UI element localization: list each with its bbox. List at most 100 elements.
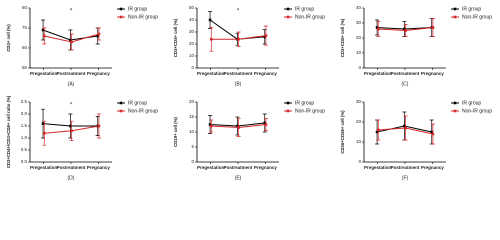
legend-marker xyxy=(286,101,290,105)
annotation: * xyxy=(70,103,73,109)
y-tick-label: 0 xyxy=(358,65,361,70)
y-tick-label: 20 xyxy=(356,119,362,124)
x-tick-label: Pregnancy xyxy=(421,71,445,76)
x-tick-label: Pregestation xyxy=(197,71,225,76)
y-tick-label: 60 xyxy=(22,45,28,50)
point xyxy=(42,131,46,135)
legend-label: IR group xyxy=(462,100,481,106)
point xyxy=(237,37,240,41)
x-tick-label: Pregnancy xyxy=(87,165,111,170)
point xyxy=(404,126,407,130)
legend-label: IR group xyxy=(128,6,147,12)
y-tick-label: 20 xyxy=(189,99,195,104)
point xyxy=(431,132,435,136)
x-tick-label: Pregnancy xyxy=(254,165,278,170)
point xyxy=(430,130,434,134)
legend-label: Non-IR group xyxy=(128,14,158,20)
y-tick-label: 30 xyxy=(356,99,362,104)
y-tick-label: 50 xyxy=(189,5,195,10)
legend-marker xyxy=(286,15,290,19)
x-tick-label: Postreatment xyxy=(391,71,420,76)
y-tick-label: 10 xyxy=(189,53,195,58)
point xyxy=(376,27,380,31)
legend-marker xyxy=(286,7,290,11)
point xyxy=(376,128,380,132)
x-tick-label: Postreatment xyxy=(224,71,253,76)
point xyxy=(403,124,406,128)
y-tick-label: 2.0 xyxy=(21,111,28,116)
legend-label: Non-IR group xyxy=(462,14,492,20)
y-tick-label: 0 xyxy=(358,159,361,164)
y-axis-label: CD3+CD8+ cell (%) xyxy=(340,18,345,57)
legend-marker xyxy=(119,101,123,105)
panel-label: (F) xyxy=(402,175,409,181)
y-tick-label: 40 xyxy=(189,17,195,22)
panel: 0 10 20 30 40 Pregestation Postreatment Pregnan… xyxy=(340,5,492,87)
legend-marker xyxy=(453,7,457,11)
panel-label: (A) xyxy=(68,81,75,87)
y-axis-label: CD3+ cell (%) xyxy=(6,24,11,52)
y-tick-label: 0.0 xyxy=(21,159,28,164)
y-axis-label: CD16+CD56+ cell (%) xyxy=(340,110,345,154)
point xyxy=(70,40,73,44)
panel-label: (D) xyxy=(68,175,75,181)
point xyxy=(236,124,239,128)
point xyxy=(237,126,240,129)
y-tick-label: 50 xyxy=(22,65,28,70)
point xyxy=(70,129,73,133)
y-axis-label: CD3+CD4+/CD3+CD8+ cell ratio (%) xyxy=(6,95,11,168)
panel-label: (C) xyxy=(402,81,409,87)
y-tick-label: 40 xyxy=(356,5,362,10)
y-tick-label: 2.5 xyxy=(21,99,28,104)
x-tick-label: Pregestation xyxy=(364,165,392,170)
y-axis-label: CD3+CD4+ cell (%) xyxy=(173,18,178,57)
y-tick-label: 5 xyxy=(191,144,194,149)
panel: 0 10 20 30 40 50 Pregestation Postreatment Pregn… xyxy=(173,5,325,87)
point xyxy=(264,123,268,126)
legend-marker xyxy=(119,109,123,113)
legend-label: Non-IR group xyxy=(295,108,325,114)
legend-marker xyxy=(286,109,290,113)
x-tick-label: Pregestation xyxy=(30,165,58,170)
legend-marker xyxy=(119,7,123,11)
legend-marker xyxy=(453,101,457,105)
panel: 0 5 10 15 20 Pregestation Postreatment Pregnanc… xyxy=(173,99,325,181)
point xyxy=(431,26,435,29)
legend-label: IR group xyxy=(295,6,314,12)
point xyxy=(404,29,407,32)
x-tick-label: Pregnancy xyxy=(87,71,111,76)
x-tick-label: Pregestation xyxy=(30,71,58,76)
point xyxy=(209,124,213,128)
x-tick-label: Pregestation xyxy=(364,71,392,76)
y-tick-label: 0 xyxy=(191,65,194,70)
x-tick-label: Postreatment xyxy=(224,165,253,170)
x-tick-label: Postreatment xyxy=(57,71,86,76)
point xyxy=(375,130,379,134)
y-tick-label: 0 xyxy=(191,159,194,164)
y-tick-label: 1.5 xyxy=(21,123,28,128)
panel-label: (E) xyxy=(235,175,242,181)
point xyxy=(41,122,45,125)
point xyxy=(403,27,406,31)
panel: 50 60 70 80 Pregestation Postreatment Pregnanc… xyxy=(6,5,158,87)
point xyxy=(42,34,46,38)
legend-label: Non-IR group xyxy=(128,108,158,114)
x-tick-label: Pregnancy xyxy=(254,71,278,76)
x-tick-label: Postreatment xyxy=(57,165,86,170)
point xyxy=(264,34,268,37)
y-tick-label: 10 xyxy=(189,129,195,134)
y-tick-label: 15 xyxy=(189,114,195,119)
point xyxy=(263,121,267,125)
y-tick-label: 30 xyxy=(189,29,195,34)
point xyxy=(69,124,72,128)
point xyxy=(97,32,101,36)
legend-marker xyxy=(119,15,123,19)
point xyxy=(208,123,212,126)
y-tick-label: 1.0 xyxy=(21,135,28,140)
legend-marker xyxy=(453,109,457,113)
point xyxy=(97,124,101,128)
y-tick-label: 10 xyxy=(356,139,362,144)
annotation: * xyxy=(70,9,73,15)
y-tick-label: 80 xyxy=(22,5,28,10)
point xyxy=(41,28,45,32)
